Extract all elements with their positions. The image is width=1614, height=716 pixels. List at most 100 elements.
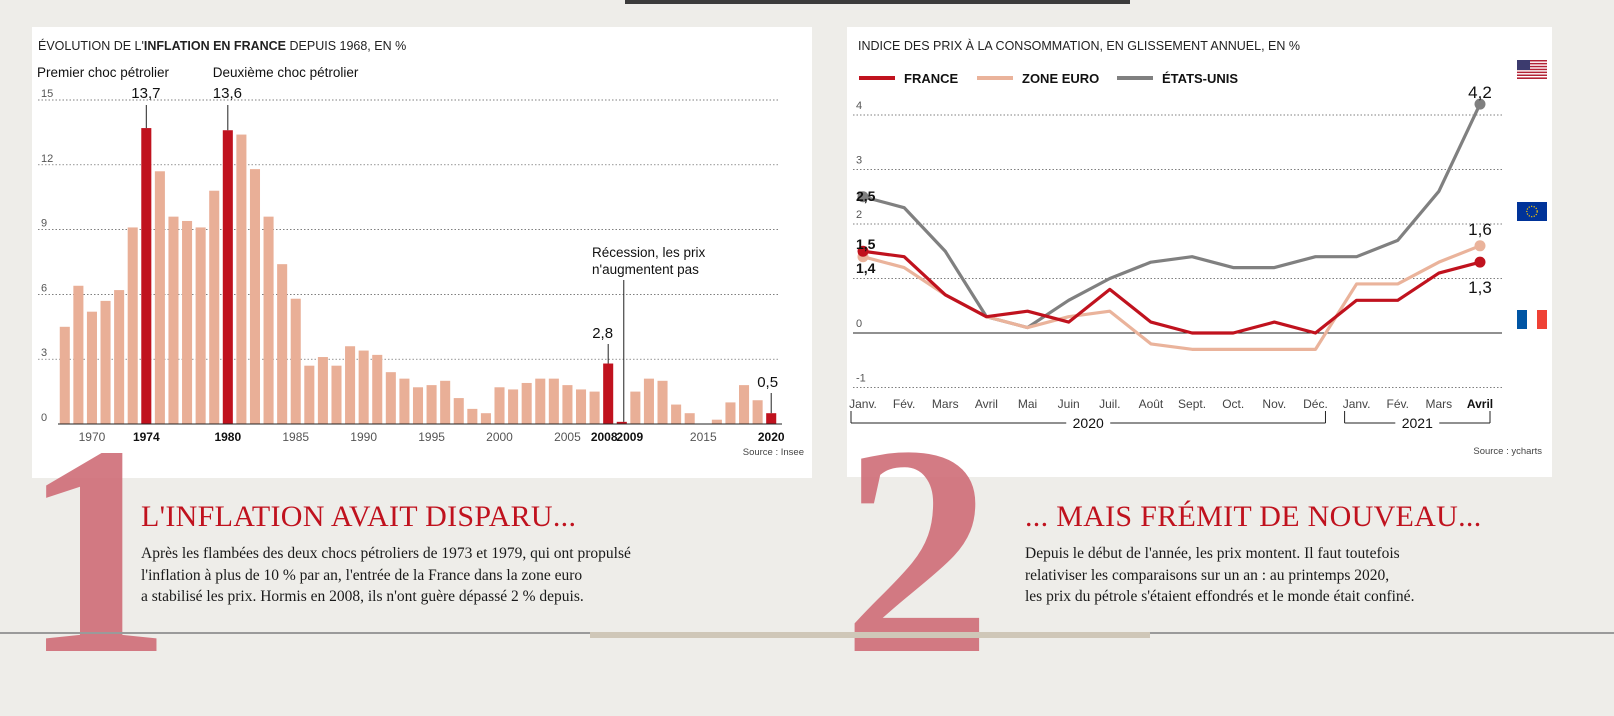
x-tick-label: 1974 <box>133 430 160 444</box>
bar-1997 <box>453 398 464 424</box>
bar-1995 <box>426 385 437 424</box>
x-tick-label: 2020 <box>758 430 785 444</box>
bar-2002 <box>521 382 532 424</box>
bar-1996 <box>440 380 451 424</box>
annotation-value: 2,8 <box>592 325 613 342</box>
bar-1976 <box>168 216 179 424</box>
chart-1-title-prefix: ÉVOLUTION DE L' <box>38 39 144 53</box>
series-start-dot <box>857 191 869 203</box>
bottom-photo-edge <box>590 632 1150 638</box>
body-2-line-1: Depuis le début de l'année, les prix mon… <box>1025 545 1400 562</box>
bar-2017 <box>725 402 736 424</box>
y-tick-label: 2 <box>856 209 862 221</box>
year-group-label: 2020 <box>1073 415 1104 431</box>
panel-cpi-comparison: INDICE DES PRIX À LA CONSOMMATION, EN GL… <box>847 27 1552 477</box>
year-group-label: 2021 <box>1402 415 1433 431</box>
x-tick-label: 1980 <box>214 430 241 444</box>
bar-1970 <box>86 311 97 424</box>
body-text-2: Depuis le début de l'année, les prix mon… <box>1025 543 1414 608</box>
x-tick-label: Janv. <box>849 397 877 411</box>
x-tick-label: Oct. <box>1222 397 1244 411</box>
annotation-label: Premier choc pétrolier <box>37 65 170 80</box>
x-tick-label: 2005 <box>554 430 581 444</box>
bar-1993 <box>399 378 410 424</box>
bar-1973 <box>127 227 138 424</box>
legend-label-2: ÉTATS-UNIS <box>1162 71 1238 86</box>
x-tick-label: 1995 <box>418 430 445 444</box>
body-1-line-2: l'inflation à plus de 10 % par an, l'ent… <box>141 566 583 584</box>
x-tick-label: Juin <box>1058 397 1080 411</box>
us-flag-icon <box>1517 60 1547 79</box>
x-tick-label: Juil. <box>1099 397 1120 411</box>
legend-label-1: ZONE EURO <box>1022 71 1099 86</box>
bar-1972 <box>114 290 125 424</box>
annotation-value: 13,6 <box>213 85 242 102</box>
chart-1-title-suffix: DEPUIS 1968, EN % <box>286 39 407 53</box>
chart-1-title: ÉVOLUTION DE L'INFLATION EN FRANCE DEPUI… <box>38 39 406 53</box>
bar-2014 <box>684 413 695 424</box>
x-tick-label: Août <box>1139 397 1164 411</box>
series-start-label: 1,5 <box>856 236 876 252</box>
annotation-value: 0,5 <box>757 374 778 391</box>
series-line-ZONE EURO <box>862 244 1481 351</box>
series-start-dot <box>857 245 869 257</box>
body-2-line-3: les prix du pétrole s'étaient effondrés … <box>1025 588 1415 605</box>
x-tick-label: 1990 <box>350 430 377 444</box>
x-tick-label: Avril <box>975 397 998 411</box>
top-photo-edge <box>625 0 1130 4</box>
bar-1978 <box>195 227 206 424</box>
bar-1999 <box>480 413 491 424</box>
body-1-line-3: a stabilisé les prix. Hormis en 2008, il… <box>141 588 584 605</box>
bar-1975 <box>154 171 165 424</box>
bar-2005 <box>562 385 573 424</box>
bar-2001 <box>508 389 519 424</box>
bar-1982 <box>249 169 261 424</box>
bar-2011 <box>643 378 654 424</box>
bar-1985 <box>290 298 301 424</box>
bar-1988 <box>331 365 342 424</box>
y-tick-label: 3 <box>856 155 862 167</box>
series-end-label: 1,6 <box>1468 220 1492 239</box>
x-tick-label: Mars <box>1426 397 1453 411</box>
series-start-label: 2,5 <box>856 188 876 204</box>
headline-2: ... MAIS FRÉMIT DE NOUVEAU... <box>1025 500 1482 533</box>
x-tick-label: 2000 <box>486 430 513 444</box>
bar-2012 <box>657 380 668 424</box>
bar-1992 <box>385 372 396 424</box>
bar-1991 <box>372 354 383 424</box>
annotation-label: Récession, les prix <box>592 245 706 260</box>
x-tick-label: Avril <box>1467 397 1493 411</box>
x-tick-label: Nov. <box>1262 397 1286 411</box>
legend-label-0: FRANCE <box>904 71 958 86</box>
y-tick-label: 0 <box>856 318 862 330</box>
y-tick-label: 9 <box>41 218 47 230</box>
bar-2018 <box>739 385 750 424</box>
bar-2013 <box>671 404 682 424</box>
chart-2-source: Source : ycharts <box>1473 446 1542 457</box>
x-tick-label: 2008 <box>591 430 618 444</box>
big-number-2: 2 <box>842 384 992 716</box>
y-tick-label: 4 <box>856 100 862 112</box>
bar-1981 <box>236 134 247 424</box>
cpi-line-chart: FRANCE ZONE EURO ÉTATS-UNIS -1 0 2 3 4 1,5 1,3 1,4… <box>849 71 1502 431</box>
bar-1983 <box>263 216 274 424</box>
x-tick-label: Fév. <box>1387 397 1409 411</box>
x-tick-label: Janv. <box>1343 397 1371 411</box>
bar-1979 <box>209 190 220 424</box>
series-line-FRANCE <box>862 249 1481 335</box>
bar-1969 <box>73 285 84 424</box>
bar-2000 <box>494 387 505 424</box>
bar-2020 <box>766 413 777 424</box>
bar-1986 <box>304 365 315 424</box>
france-inflation-bar-chart: 0 3 6 9 12 15 1970 1974 1980 1985 1990 1995 2000 2005… <box>37 65 785 444</box>
chart-2-title: INDICE DES PRIX À LA CONSOMMATION, EN GL… <box>858 39 1300 53</box>
series-line-ÉTATS-UNIS <box>862 103 1482 330</box>
x-tick-label: 2009 <box>616 430 643 444</box>
bar-2009 <box>616 421 627 424</box>
bar-2016 <box>711 419 722 424</box>
x-tick-label: Mars <box>932 397 959 411</box>
bar-1989 <box>345 346 356 424</box>
bar-2019 <box>752 400 763 424</box>
y-tick-label: -1 <box>856 373 866 385</box>
bar-1980 <box>222 130 233 424</box>
